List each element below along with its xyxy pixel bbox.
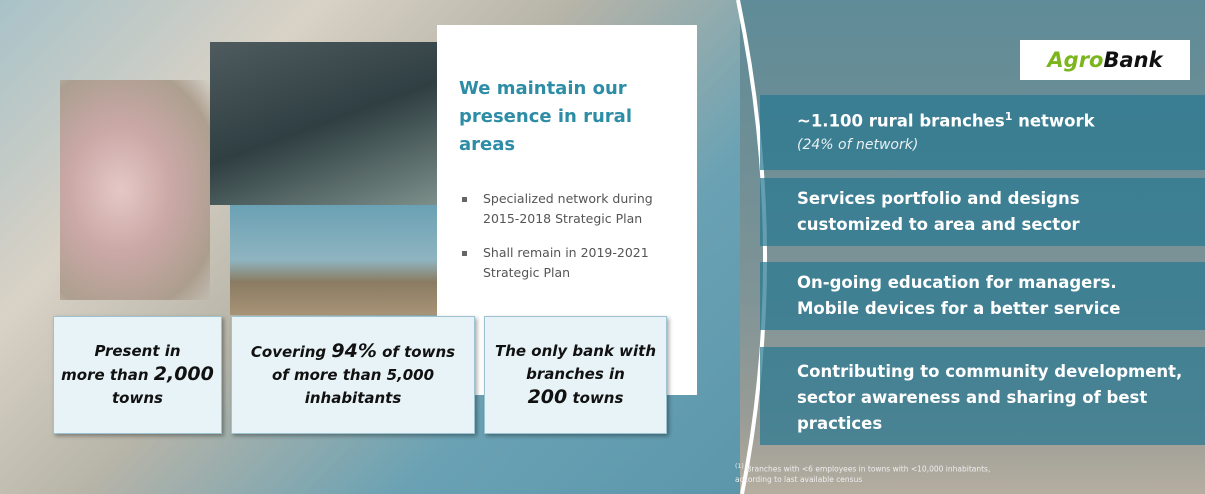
text: 2015-2018 Strategic Plan [483,211,643,226]
text: 200 [527,386,568,408]
text: presence in rural areas [459,106,632,155]
text: (1) [735,463,744,470]
item: Services portfolio and designs customized… [797,186,1080,238]
text: Branches with <6 employees in towns with… [743,464,991,474]
photo-garlic [60,80,210,300]
text: Bank [1103,48,1163,72]
text: The only bank with [494,342,656,360]
text: towns [567,389,624,407]
text: practices [797,414,883,433]
text: Agro [1047,48,1104,72]
text: Shall remain in 2019-2021 [483,245,649,260]
text: Mobile devices for a better service [797,299,1121,318]
text: On-going education for managers. [797,273,1117,292]
text: We maintain our [459,78,627,99]
text: 1 [1004,110,1013,123]
text: 94% [331,340,377,362]
text: Present in [94,342,181,360]
text: Contributing to community development, [797,362,1183,381]
photo-field [230,205,437,315]
item-band [760,95,1205,170]
item: On-going education for managers. Mobile d… [797,270,1120,322]
text: sector awareness and sharing of best [797,388,1148,407]
text: towns [112,389,163,407]
text: (24% of network) [797,136,919,153]
text: more than [61,366,154,384]
stat-box: The only bank with branches in 200 towns [484,316,667,434]
item: ~1.100 rural branches1 network (24% of n… [797,104,1095,155]
text: of more than 5,000 [271,366,435,384]
text: of towns [376,343,456,361]
bullet: Shall remain in 2019-2021 Strategic Plan [459,243,689,283]
text: Specialized network during [483,191,653,206]
text: customized to area and sector [797,215,1080,234]
text: ~1.100 rural branches [797,111,1005,131]
agrobank-logo: Agro Bank [1020,40,1190,80]
text: 2,000 [153,363,214,385]
text: Strategic Plan [483,265,571,280]
stat-box: Covering 94% of towns of more than 5,000… [231,316,475,434]
item-band [760,178,1205,246]
stat-box: Present in more than 2,000 towns [53,316,222,434]
item: Contributing to community development, se… [797,359,1182,437]
text: branches in [526,365,625,383]
text: inhabitants [304,389,402,407]
text: Services portfolio and designs [797,189,1080,208]
photo-auditorium [210,42,437,205]
text: according to last available census [735,474,863,484]
text: Covering [250,343,332,361]
panel-title: We maintain our presence in rural areas [459,75,689,159]
item-band [760,262,1205,330]
text: network [1012,111,1095,131]
footnote: (1) Branches with <6 employees in towns … [735,462,990,485]
item-band [760,347,1205,445]
bullet: Specialized network during 2015-2018 Stra… [459,189,689,229]
